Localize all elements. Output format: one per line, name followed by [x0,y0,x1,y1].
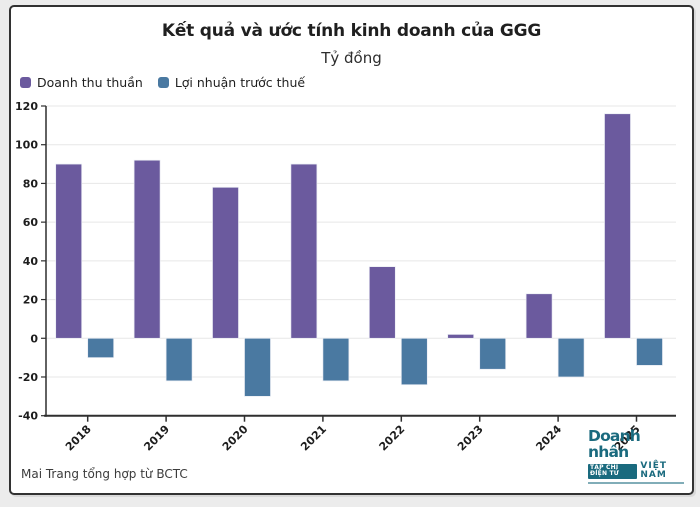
bar-revenue-2025 [604,113,631,339]
chart-unit-subtitle: Tỷ đồng [321,49,382,67]
bar-profit-2018 [87,337,115,358]
publisher-logo: Doanh nhân TẠP CHÍ ĐIỆN TỬ VIỆT NAM [588,427,684,484]
logo-tagline-line [588,482,684,484]
bar-revenue-2019 [133,159,161,339]
bar-profit-2023 [479,337,507,370]
y-tick-label: 60 [23,216,39,229]
revenue-swatch-icon [20,77,31,88]
bar-profit-2021 [322,337,350,382]
bar-profit-2020 [244,337,271,397]
bar-revenue-2023 [447,334,475,339]
y-tick-label: -20 [18,371,38,384]
y-tick-label: 100 [15,139,38,152]
bar-profit-2019 [165,337,193,382]
y-tick-label: 40 [23,255,39,268]
x-tick-label: 2020 [220,422,251,453]
y-tick-label: 120 [15,100,38,113]
y-tick-label: 20 [23,294,39,307]
x-tick-label: 2022 [377,423,408,454]
y-tick-label: -40 [18,410,38,423]
bar-revenue-2018 [55,163,83,339]
bar-revenue-2021 [290,163,318,339]
logo-title: Doanh nhân [588,427,641,461]
x-tick-label: 2023 [455,423,486,454]
chart-card: Kết quả và ước tính kinh doanh của GGG T… [9,5,694,495]
bar-profit-2022 [400,337,428,386]
legend-item-profit: Lợi nhuận trước thuế [157,75,306,90]
x-tick-label: 2024 [533,422,564,453]
logo-country: VIỆT NAM [640,461,667,480]
legend-label-revenue: Doanh thu thuần [37,75,143,90]
bar-revenue-2020 [212,186,239,339]
legend-item-revenue: Doanh thu thuần [20,75,143,90]
x-tick-label: 2021 [298,423,329,454]
x-tick-label: 2019 [141,423,172,454]
bar-revenue-2024 [525,293,553,339]
x-tick-label: 2018 [63,423,94,454]
logo-badge: TẠP CHÍ ĐIỆN TỬ [588,463,638,479]
legend: Doanh thu thuần Lợi nhuận trước thuế [20,75,305,90]
legend-label-profit: Lợi nhuận trước thuế [174,75,306,90]
y-tick-label: 0 [30,332,38,345]
chart-title: Kết quả và ước tính kinh doanh của GGG [161,21,542,41]
bar-profit-2024 [557,337,585,378]
bar-revenue-2022 [368,266,396,339]
bar-profit-2025 [636,337,663,366]
source-credit: Mai Trang tổng hợp từ BCTC [21,467,188,481]
y-tick-label: 80 [23,177,39,190]
profit-swatch-icon [157,77,169,88]
